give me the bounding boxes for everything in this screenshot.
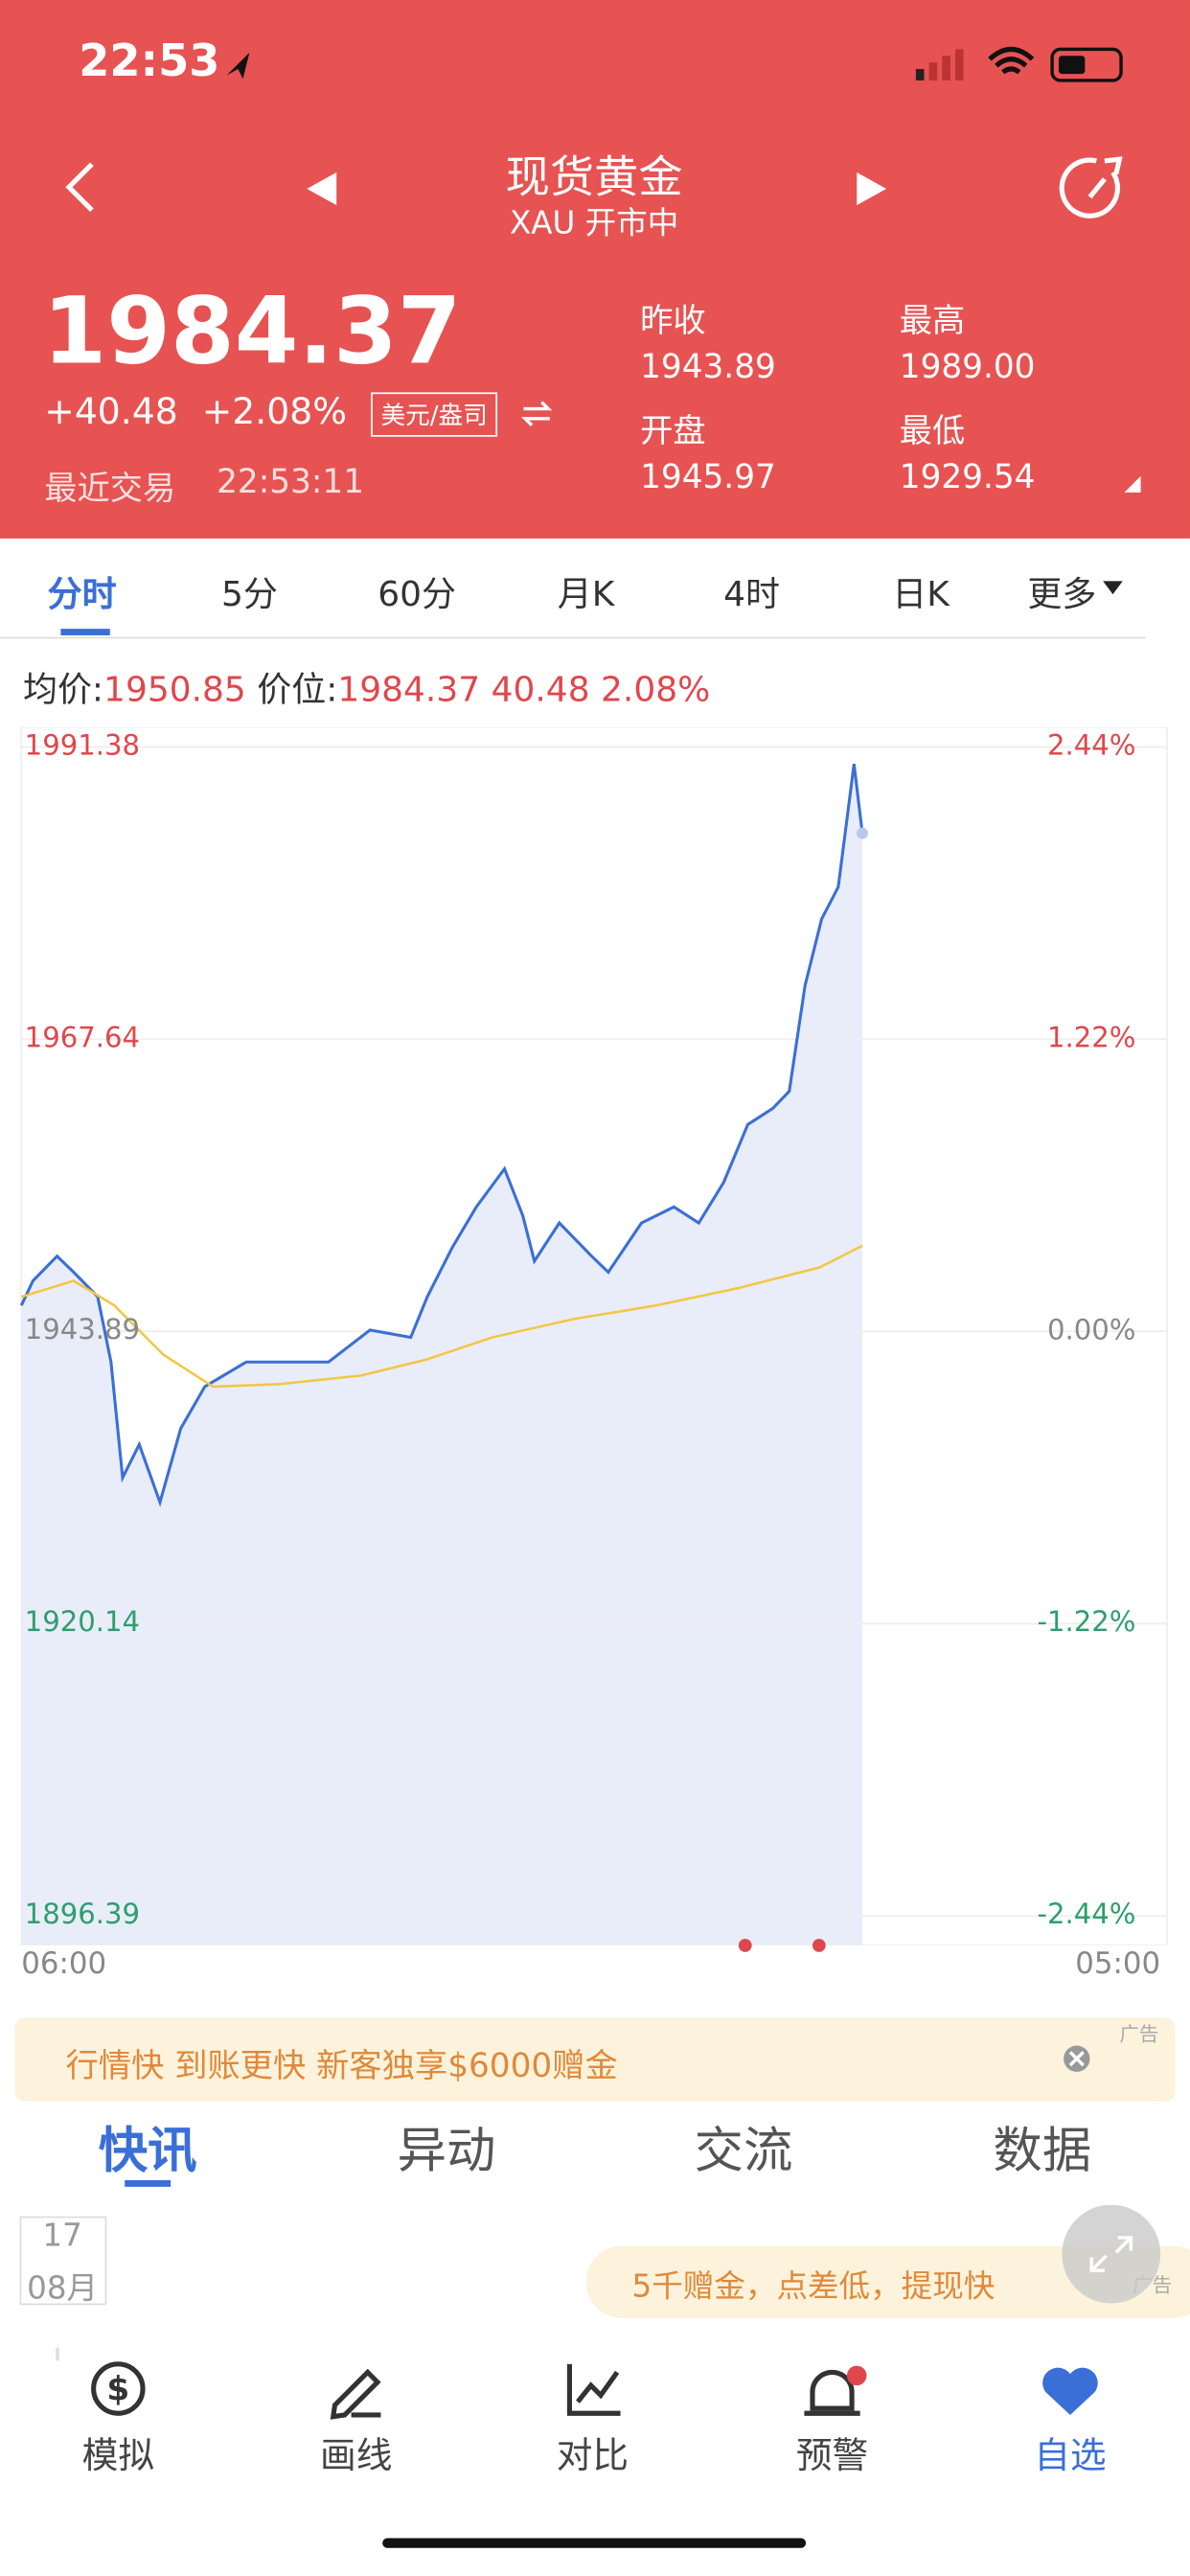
date-box (19, 2216, 107, 2306)
home-indicator (382, 2538, 807, 2548)
news-tab[interactable]: 异动 (397, 2123, 496, 2180)
change: +40.48 (44, 392, 178, 434)
tab[interactable]: 5分 (220, 574, 278, 614)
y2-tick-label: 2.44% (1047, 728, 1135, 761)
title: 现货黄金 (505, 152, 683, 204)
tab-indicator (60, 629, 110, 635)
ad-text[interactable]: 行情快 到账更快 新客独享$6000赠金 (65, 2045, 618, 2085)
last-point (857, 827, 869, 840)
more-arrow (1103, 581, 1123, 595)
price-value: 1984.37 (337, 669, 481, 710)
y-tick-label: 1967.64 (25, 1021, 140, 1053)
change-pct: 2.08% (601, 669, 711, 710)
y2-tick-label: 0.00% (1047, 1313, 1135, 1346)
price-label: 价位: (257, 669, 338, 710)
change: 40.48 (491, 669, 590, 710)
stat-value: 1929.54 (899, 456, 1036, 496)
date-day: 17 (42, 2218, 82, 2255)
header-icons (65, 46, 1123, 218)
header-bg (0, 0, 1190, 539)
event-dot[interactable] (738, 1939, 752, 1952)
stat-value: 1989.00 (899, 346, 1036, 386)
nav-icon[interactable] (1042, 2367, 1098, 2415)
nav-icons: $ (91, 2361, 1098, 2420)
ad-close[interactable] (1062, 2044, 1091, 2074)
back-button[interactable] (65, 162, 94, 213)
stat-value: 1943.89 (640, 346, 776, 386)
stat-value: 1945.97 (640, 456, 776, 496)
fullscreen-button[interactable] (1061, 2203, 1162, 2305)
wifi-icon (988, 46, 1035, 75)
stat-label: 最低 (899, 410, 966, 450)
ad-tag: 广告 (1119, 2022, 1159, 2046)
swap-icon[interactable] (518, 398, 555, 430)
tab[interactable]: 60分 (378, 574, 457, 614)
y-tick-label: 1991.38 (25, 728, 140, 761)
date-month: 08月 (27, 2270, 99, 2307)
y-tick-label: 1943.89 (25, 1313, 140, 1346)
nav-label[interactable]: 预警 (795, 2436, 869, 2478)
divider (56, 2347, 59, 2361)
nav-icon[interactable] (330, 2368, 381, 2420)
signal-icon (915, 49, 964, 80)
chart: 1991.38 1967.64 1943.89 1920.14 1896.39 2.44%… (19, 726, 1168, 1946)
stat-label: 最高 (899, 300, 966, 340)
nav-icon[interactable] (566, 2363, 621, 2416)
nav-icon[interactable]: $ (91, 2361, 146, 2416)
y2-tick-label: 1.22% (1047, 1021, 1135, 1053)
prev-button[interactable] (307, 172, 337, 206)
nav-label[interactable]: 画线 (320, 2436, 393, 2478)
y-tick-label: 1920.14 (25, 1605, 140, 1638)
battery-icon (1050, 47, 1123, 82)
refresh-button[interactable] (1059, 156, 1123, 218)
tab-divider (0, 636, 1146, 639)
x-tick-label: 06:00 (21, 1946, 107, 1982)
average-line (20, 1244, 863, 1389)
status-time: 22:53 (79, 35, 220, 87)
ad-pill-text[interactable]: 5千赠金，点差低，提现快 (631, 2268, 995, 2306)
event-dot[interactable] (812, 1939, 826, 1952)
last-trade-label: 最近交易 (44, 468, 176, 508)
next-button[interactable] (857, 172, 887, 206)
unit[interactable]: 美元/盎司 (371, 392, 498, 437)
subtitle: XAU 开市中 (509, 205, 679, 242)
y-tick-label: 1896.39 (25, 1898, 140, 1930)
news-tab[interactable]: 数据 (993, 2123, 1092, 2180)
tab[interactable]: 更多 (1027, 574, 1097, 614)
price: 1984.37 (42, 279, 462, 386)
avg-label: 均价: (22, 669, 104, 710)
expand-icon[interactable] (1121, 472, 1144, 495)
x-tick-label: 05:00 (1075, 1946, 1161, 1982)
stat-label: 开盘 (640, 410, 706, 450)
last-trade-time: 22:53:11 (217, 461, 365, 501)
svg-text:$: $ (106, 2371, 129, 2409)
news-tab[interactable]: 快讯 (98, 2123, 197, 2180)
price-info: 均价:1950.85 价位:1984.37 40.48 2.08% (23, 663, 710, 712)
tab[interactable]: 分时 (47, 574, 117, 614)
nav-label[interactable]: 自选 (1034, 2436, 1107, 2478)
tab[interactable]: 4时 (723, 574, 781, 614)
nav-label[interactable]: 对比 (556, 2436, 629, 2478)
price-line (19, 763, 864, 1507)
y2-tick-label: -1.22% (1037, 1605, 1135, 1638)
news-tab[interactable]: 交流 (694, 2123, 793, 2180)
news-tab-indicator (125, 2179, 172, 2187)
change-pct: +2.08% (201, 392, 348, 434)
avg-value: 1950.85 (103, 669, 246, 710)
ad-banner[interactable] (14, 2017, 1176, 2102)
nav-label[interactable]: 模拟 (81, 2436, 155, 2478)
stat-label: 昨收 (640, 300, 706, 340)
nav-icon[interactable] (804, 2365, 867, 2416)
tab[interactable]: 月K (557, 574, 615, 614)
location-icon (226, 52, 250, 80)
tab[interactable]: 日K (892, 574, 950, 614)
y2-tick-label: -2.44% (1037, 1898, 1135, 1930)
